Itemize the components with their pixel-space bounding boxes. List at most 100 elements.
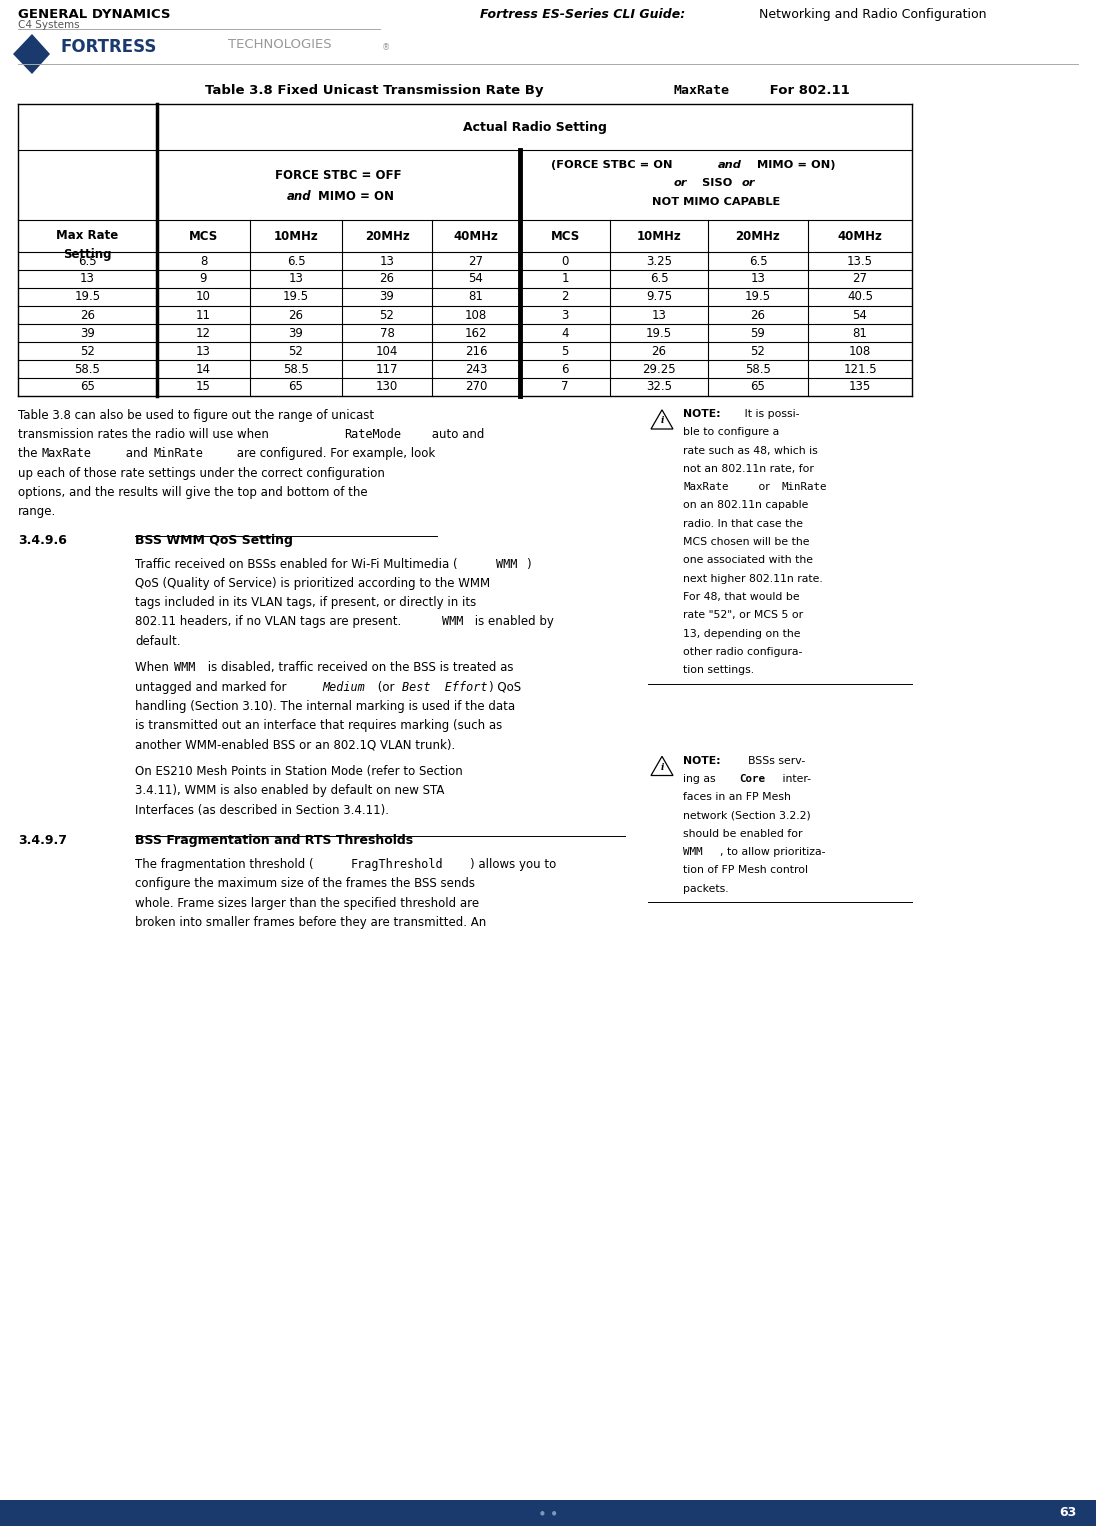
Text: SISO: SISO: [698, 179, 737, 188]
Text: 65: 65: [80, 380, 95, 394]
Text: should be enabled for: should be enabled for: [683, 829, 802, 839]
Text: and: and: [718, 160, 742, 169]
Text: 13.5: 13.5: [847, 255, 874, 267]
Text: 108: 108: [465, 308, 487, 322]
Text: C4 Systems: C4 Systems: [18, 20, 80, 31]
Text: 19.5: 19.5: [745, 290, 772, 304]
Text: 54: 54: [469, 273, 483, 285]
Text: 117: 117: [376, 363, 398, 375]
Text: 13: 13: [196, 345, 210, 357]
Text: 63: 63: [1059, 1506, 1076, 1520]
Text: NOT MIMO CAPABLE: NOT MIMO CAPABLE: [652, 197, 780, 208]
Text: 1: 1: [561, 273, 569, 285]
Text: WMM: WMM: [496, 559, 517, 571]
Text: 15: 15: [196, 380, 210, 394]
Text: on an 802.11n capable: on an 802.11n capable: [683, 501, 809, 511]
Text: MIMO = ON): MIMO = ON): [753, 160, 835, 169]
Text: ing as: ing as: [683, 774, 719, 784]
Text: TECHNOLOGIES: TECHNOLOGIES: [228, 38, 332, 50]
Text: Medium: Medium: [322, 681, 365, 694]
Text: 8: 8: [199, 255, 207, 267]
Text: 13: 13: [288, 273, 304, 285]
Text: 130: 130: [376, 380, 398, 394]
Text: configure the maximum size of the frames the BSS sends: configure the maximum size of the frames…: [135, 877, 475, 891]
Text: For 802.11: For 802.11: [765, 84, 849, 98]
Text: next higher 802.11n rate.: next higher 802.11n rate.: [683, 574, 823, 584]
Text: MaxRate: MaxRate: [42, 447, 92, 461]
Text: 58.5: 58.5: [745, 363, 770, 375]
Text: Core: Core: [739, 774, 765, 784]
Text: one associated with the: one associated with the: [683, 555, 813, 566]
Text: broken into smaller frames before they are transmitted. An: broken into smaller frames before they a…: [135, 916, 487, 929]
Text: 121.5: 121.5: [843, 363, 877, 375]
Text: Actual Radio Setting: Actual Radio Setting: [463, 121, 606, 133]
Text: is transmitted out an interface that requires marking (such as: is transmitted out an interface that req…: [135, 719, 502, 732]
Text: , to allow prioritiza-: , to allow prioritiza-: [720, 847, 825, 858]
Text: MaxRate: MaxRate: [683, 482, 729, 493]
Text: not an 802.11n rate, for: not an 802.11n rate, for: [683, 464, 814, 475]
Text: 3: 3: [561, 308, 569, 322]
Text: 27: 27: [853, 273, 868, 285]
Text: or: or: [755, 482, 774, 493]
Text: ): ): [526, 559, 530, 571]
Text: is disabled, traffic received on the BSS is treated as: is disabled, traffic received on the BSS…: [204, 661, 514, 674]
Text: 13: 13: [751, 273, 765, 285]
Text: 52: 52: [751, 345, 765, 357]
Text: For 48, that would be: For 48, that would be: [683, 592, 800, 601]
Text: 40MHz: 40MHz: [837, 229, 882, 243]
Text: NOTE:: NOTE:: [683, 755, 721, 766]
Text: 11: 11: [196, 308, 212, 322]
Text: ) allows you to: ) allows you to: [470, 858, 557, 871]
Text: MIMO = ON: MIMO = ON: [319, 189, 395, 203]
Text: 65: 65: [751, 380, 765, 394]
Text: i: i: [660, 417, 664, 426]
Text: 135: 135: [849, 380, 871, 394]
Text: FORTRESS: FORTRESS: [60, 38, 157, 56]
Text: 10MHz: 10MHz: [637, 229, 682, 243]
Text: network (Section 3.2.2): network (Section 3.2.2): [683, 810, 811, 821]
Text: 243: 243: [465, 363, 488, 375]
Text: 26: 26: [379, 273, 395, 285]
Text: 20MHz: 20MHz: [735, 229, 780, 243]
Text: 6.5: 6.5: [749, 255, 767, 267]
Text: 40MHz: 40MHz: [454, 229, 499, 243]
Text: (FORCE STBC = ON: (FORCE STBC = ON: [551, 160, 676, 169]
Text: inter-: inter-: [779, 774, 811, 784]
Text: The fragmentation threshold (: The fragmentation threshold (: [135, 858, 313, 871]
Text: 19.5: 19.5: [646, 327, 672, 339]
Text: 52: 52: [379, 308, 395, 322]
Text: transmission rates the radio will use when: transmission rates the radio will use wh…: [18, 429, 273, 441]
Text: WMM: WMM: [683, 847, 703, 858]
Text: 20MHz: 20MHz: [365, 229, 410, 243]
Text: FragThreshold: FragThreshold: [351, 858, 444, 871]
Text: 81: 81: [469, 290, 483, 304]
Text: 58.5: 58.5: [283, 363, 309, 375]
Text: 27: 27: [468, 255, 483, 267]
Text: MinRate: MinRate: [155, 447, 204, 461]
Text: and: and: [286, 189, 311, 203]
Text: BSS WMM QoS Setting: BSS WMM QoS Setting: [135, 534, 293, 546]
Text: Table 3.8 can also be used to figure out the range of unicast: Table 3.8 can also be used to figure out…: [18, 409, 374, 423]
Text: 104: 104: [376, 345, 398, 357]
Text: Max Rate
Setting: Max Rate Setting: [56, 229, 118, 261]
Text: 3.4.9.6: 3.4.9.6: [18, 534, 67, 546]
Text: NOTE:: NOTE:: [683, 409, 721, 420]
Text: GENERAL DYNAMICS: GENERAL DYNAMICS: [18, 8, 171, 21]
Text: 216: 216: [465, 345, 488, 357]
Text: 6: 6: [561, 363, 569, 375]
Text: tags included in its VLAN tags, if present, or directly in its: tags included in its VLAN tags, if prese…: [135, 597, 477, 609]
Text: 13: 13: [379, 255, 395, 267]
Text: 12: 12: [196, 327, 212, 339]
Bar: [0, 1500, 1096, 1526]
Text: i: i: [660, 763, 664, 772]
Text: another WMM-enabled BSS or an 802.1Q VLAN trunk).: another WMM-enabled BSS or an 802.1Q VLA…: [135, 739, 455, 751]
Text: 6.5: 6.5: [78, 255, 96, 267]
Text: 26: 26: [651, 345, 666, 357]
Text: WMM: WMM: [174, 661, 195, 674]
Text: 802.11 headers, if no VLAN tags are present.: 802.11 headers, if no VLAN tags are pres…: [135, 615, 406, 629]
Text: 13, depending on the: 13, depending on the: [683, 629, 800, 638]
Text: 6.5: 6.5: [650, 273, 669, 285]
Polygon shape: [13, 34, 50, 73]
Text: faces in an FP Mesh: faces in an FP Mesh: [683, 792, 791, 803]
Text: is enabled by: is enabled by: [471, 615, 553, 629]
